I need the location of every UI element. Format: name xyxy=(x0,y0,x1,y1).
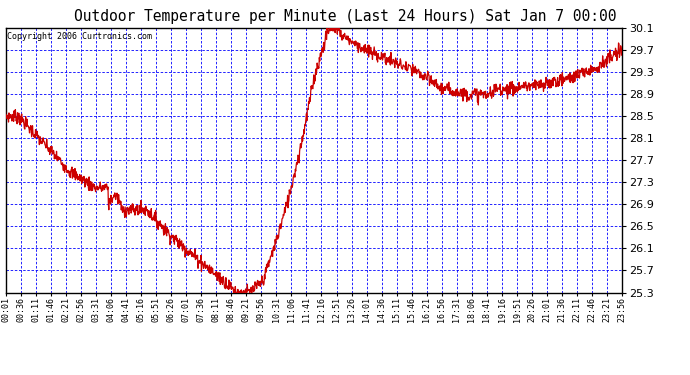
Text: Copyright 2006 Curtronics.com: Copyright 2006 Curtronics.com xyxy=(7,32,152,41)
Text: Outdoor Temperature per Minute (Last 24 Hours) Sat Jan 7 00:00: Outdoor Temperature per Minute (Last 24 … xyxy=(74,9,616,24)
